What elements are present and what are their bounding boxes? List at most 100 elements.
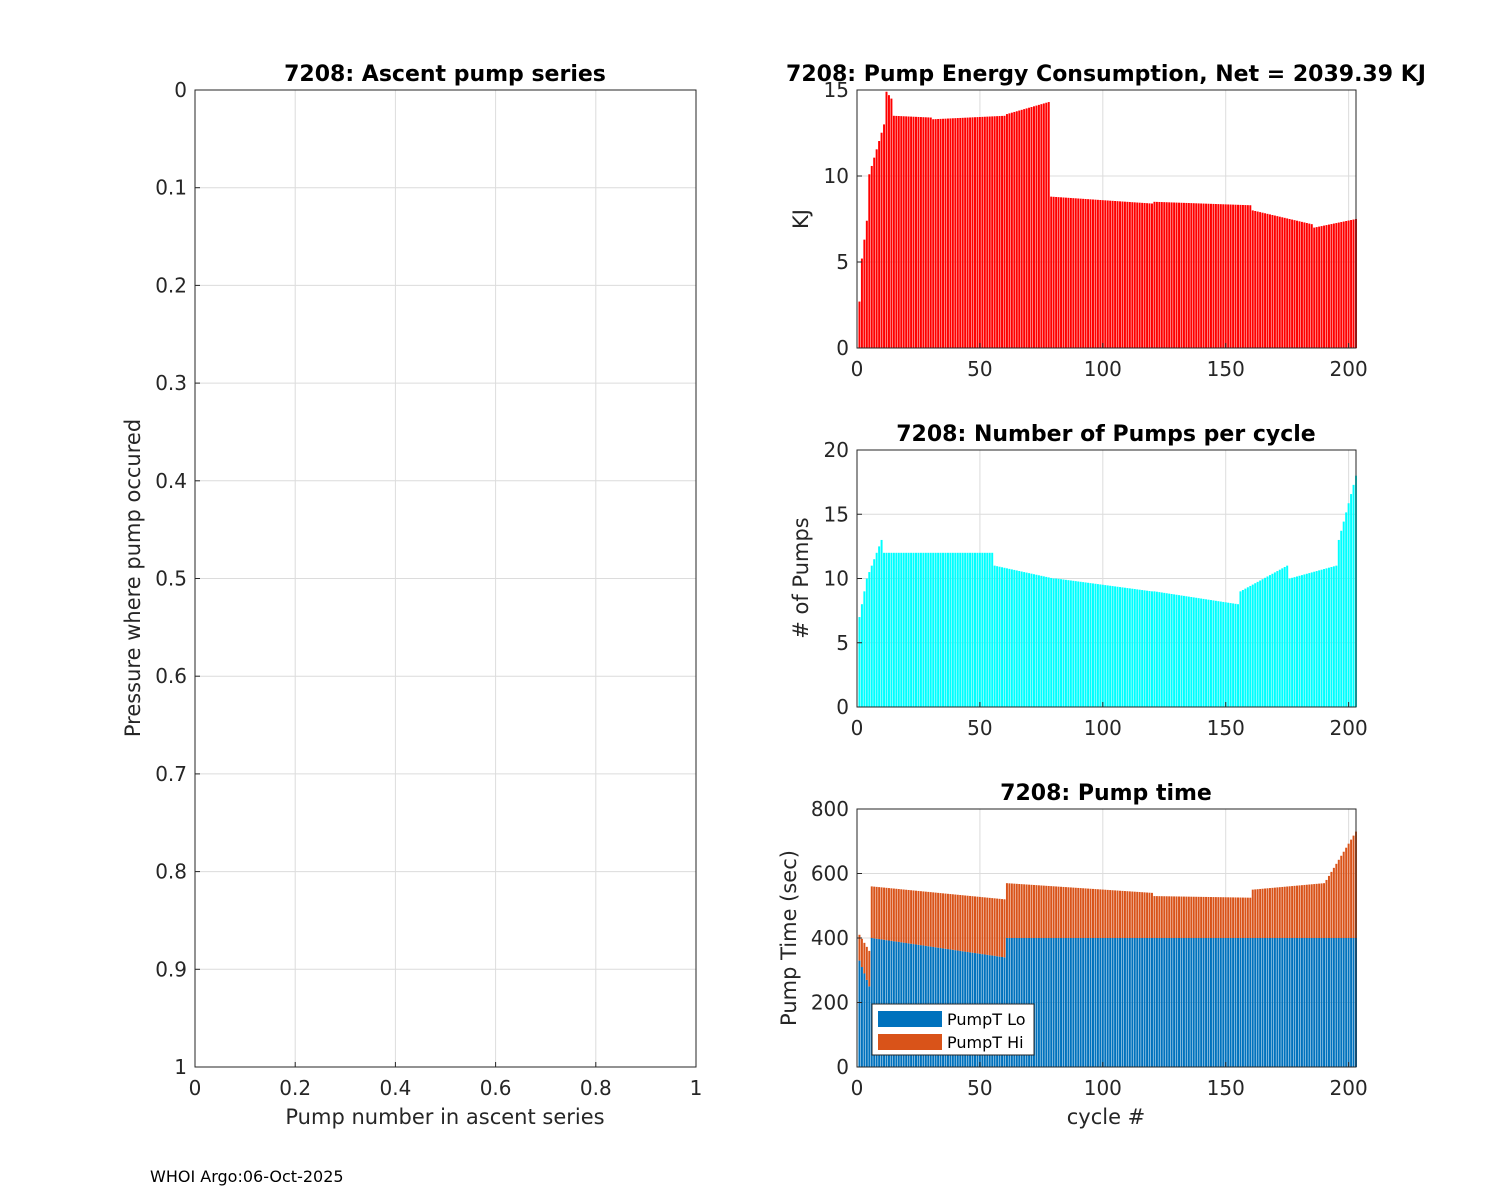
bar	[976, 117, 979, 348]
bar-hi	[1165, 896, 1168, 938]
bar-lo	[1126, 938, 1129, 1067]
bar	[1170, 594, 1173, 707]
bar-hi	[1087, 888, 1090, 938]
bar	[878, 141, 881, 348]
bar-lo	[1330, 938, 1333, 1067]
bar	[1214, 600, 1217, 707]
bar	[1227, 602, 1230, 707]
energy-y-label: KJ	[789, 209, 813, 229]
pumptime-title: 7208: Pump time	[1000, 781, 1212, 806]
bar-hi	[1318, 883, 1321, 938]
bar	[1209, 203, 1212, 348]
bar-hi	[1116, 890, 1119, 938]
bar-lo	[1244, 938, 1247, 1067]
bar-lo	[1249, 938, 1252, 1067]
bar-lo	[1146, 938, 1149, 1067]
y-tick-label: 600	[811, 862, 849, 886]
y-tick-label: 0.6	[155, 664, 187, 688]
bar-hi	[1069, 887, 1072, 938]
bar-hi	[1214, 897, 1217, 938]
bar-hi	[993, 898, 996, 956]
bar	[971, 117, 974, 348]
bar-lo	[1150, 938, 1153, 1067]
bar-lo	[1264, 938, 1267, 1067]
bar	[919, 552, 922, 707]
bar	[1251, 584, 1254, 707]
bar	[1337, 222, 1340, 348]
bar-lo	[1350, 938, 1353, 1067]
bar-hi	[954, 894, 957, 951]
bar-hi	[976, 896, 979, 954]
bar	[1192, 597, 1195, 707]
bar-lo	[1138, 938, 1141, 1067]
bar	[1205, 203, 1208, 348]
bar-hi	[1350, 839, 1353, 938]
bar-lo	[1293, 938, 1296, 1067]
bar	[1165, 202, 1168, 348]
bar	[996, 566, 999, 707]
pumps-axes-box	[856, 449, 1357, 708]
bar	[1350, 220, 1353, 348]
bar	[1121, 201, 1124, 348]
bar	[956, 552, 959, 707]
bar	[1249, 585, 1252, 707]
bar	[1207, 599, 1210, 707]
bar-lo	[1327, 938, 1330, 1067]
bar-lo	[1200, 938, 1203, 1067]
bar	[1155, 201, 1158, 348]
bar	[1180, 595, 1183, 707]
bar	[1195, 203, 1198, 348]
bar-lo	[1082, 938, 1085, 1067]
bar-hi	[1106, 889, 1109, 938]
pumps-tick-labels: 0 50 100 150 200 0 5 10 15 20	[824, 438, 1368, 740]
bar	[880, 539, 883, 707]
bar-lo	[1133, 938, 1136, 1067]
bar	[1015, 111, 1018, 348]
bar	[1298, 575, 1301, 707]
bar-hi	[1347, 843, 1350, 938]
bar	[1271, 573, 1274, 707]
bar	[1069, 197, 1072, 348]
bar-lo	[1141, 938, 1144, 1067]
bar-lo	[883, 939, 886, 1067]
bar-hi	[1057, 886, 1060, 938]
bar	[1202, 203, 1205, 348]
bar-hi	[1288, 886, 1291, 938]
bar-hi	[1305, 884, 1308, 938]
bar-hi	[878, 887, 881, 940]
bar-lo	[1099, 938, 1102, 1067]
bar-lo	[1030, 938, 1033, 1067]
legend-entry-hi: PumpT Hi	[947, 1033, 1024, 1052]
bar	[1104, 200, 1107, 348]
bar-hi	[890, 888, 893, 941]
bar-lo	[1005, 938, 1008, 1067]
bar-lo	[1062, 938, 1065, 1067]
bar	[1133, 589, 1136, 707]
bar-hi	[1239, 897, 1242, 938]
bar-lo	[1298, 938, 1301, 1067]
bar	[1214, 204, 1217, 348]
bar-lo	[1101, 938, 1104, 1067]
bar	[1040, 104, 1043, 348]
bar	[1018, 571, 1021, 707]
bar-hi	[1023, 884, 1026, 938]
bar-lo	[1286, 938, 1289, 1067]
bar-hi	[1133, 891, 1136, 938]
bar	[1246, 205, 1249, 348]
bar	[1131, 588, 1134, 707]
bar-hi	[1082, 888, 1085, 938]
bar-lo	[1335, 938, 1338, 1067]
bar-hi	[883, 887, 886, 940]
bar-hi	[1033, 884, 1035, 938]
bar-lo	[1207, 938, 1210, 1067]
bar-hi	[1003, 899, 1006, 958]
bar	[1185, 202, 1188, 348]
bar	[1033, 574, 1035, 707]
bar-hi	[1276, 887, 1279, 938]
bar	[1020, 109, 1023, 348]
bar-hi	[1207, 896, 1210, 938]
bar-lo	[1033, 938, 1035, 1067]
bar-hi	[1212, 897, 1215, 938]
bar	[1163, 202, 1166, 348]
bar	[1030, 573, 1033, 707]
